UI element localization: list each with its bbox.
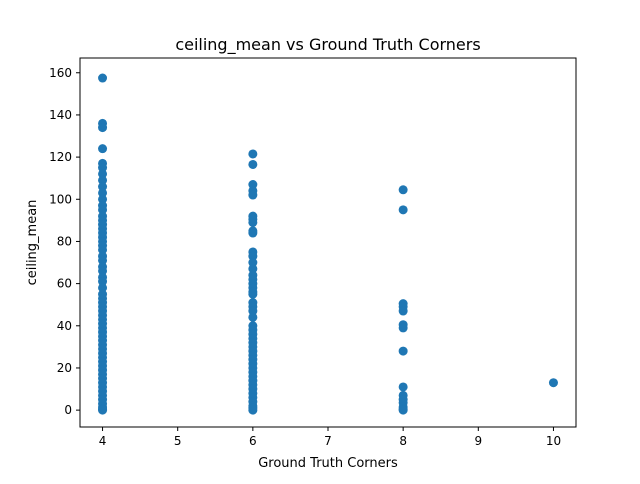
data-point — [248, 306, 258, 316]
y-tick-label: 120 — [49, 150, 72, 164]
y-tick-label: 0 — [64, 403, 72, 417]
x-tick-label: 4 — [99, 434, 107, 448]
data-point — [248, 405, 258, 415]
data-point — [98, 255, 108, 265]
data-point — [98, 73, 108, 83]
data-point — [98, 163, 108, 173]
y-tick-label: 100 — [49, 192, 72, 206]
data-point — [98, 205, 108, 215]
data-point — [248, 264, 258, 274]
y-axis-ticks: 0 20 40 60 80 100 120 140 160 — [49, 66, 80, 417]
data-point — [248, 217, 258, 227]
data-point — [98, 188, 108, 198]
data-point — [98, 182, 108, 192]
x-tick-label: 8 — [399, 434, 407, 448]
x-tick-label: 5 — [174, 434, 182, 448]
data-point — [98, 277, 108, 287]
data-point — [98, 245, 108, 255]
data-point — [398, 346, 408, 356]
data-point — [98, 123, 108, 133]
data-point — [248, 180, 258, 190]
x-tick-label: 10 — [546, 434, 561, 448]
data-point — [248, 312, 258, 322]
data-point — [98, 283, 108, 293]
data-point — [98, 266, 108, 276]
data-point — [548, 378, 558, 388]
x-axis-label: Ground Truth Corners — [258, 456, 398, 471]
data-point — [248, 149, 258, 159]
y-tick-label: 40 — [57, 319, 72, 333]
data-point — [398, 323, 408, 333]
x-tick-label: 6 — [249, 434, 257, 448]
data-point — [398, 205, 408, 215]
data-point — [248, 190, 258, 200]
data-point — [98, 169, 108, 179]
data-point — [248, 159, 258, 169]
x-tick-label: 9 — [474, 434, 482, 448]
points-layer — [98, 73, 558, 415]
data-point — [98, 144, 108, 154]
data-point — [248, 258, 258, 268]
data-point — [398, 185, 408, 195]
data-point — [398, 382, 408, 392]
data-point — [398, 405, 408, 415]
y-tick-label: 80 — [57, 234, 72, 248]
y-tick-label: 140 — [49, 108, 72, 122]
data-point — [98, 405, 108, 415]
y-axis-label: ceiling_mean — [25, 200, 40, 286]
x-tick-label: 7 — [324, 434, 332, 448]
data-point — [398, 306, 408, 316]
y-tick-label: 20 — [57, 361, 72, 375]
data-point — [248, 251, 258, 261]
data-point — [98, 194, 108, 204]
data-point — [248, 228, 258, 238]
y-tick-label: 60 — [57, 277, 72, 291]
x-axis-ticks: 4 5 6 7 8 9 10 — [99, 427, 561, 448]
y-tick-label: 160 — [49, 66, 72, 80]
data-point — [248, 289, 258, 299]
data-point — [98, 175, 108, 185]
chart-title: ceiling_mean vs Ground Truth Corners — [175, 35, 480, 55]
